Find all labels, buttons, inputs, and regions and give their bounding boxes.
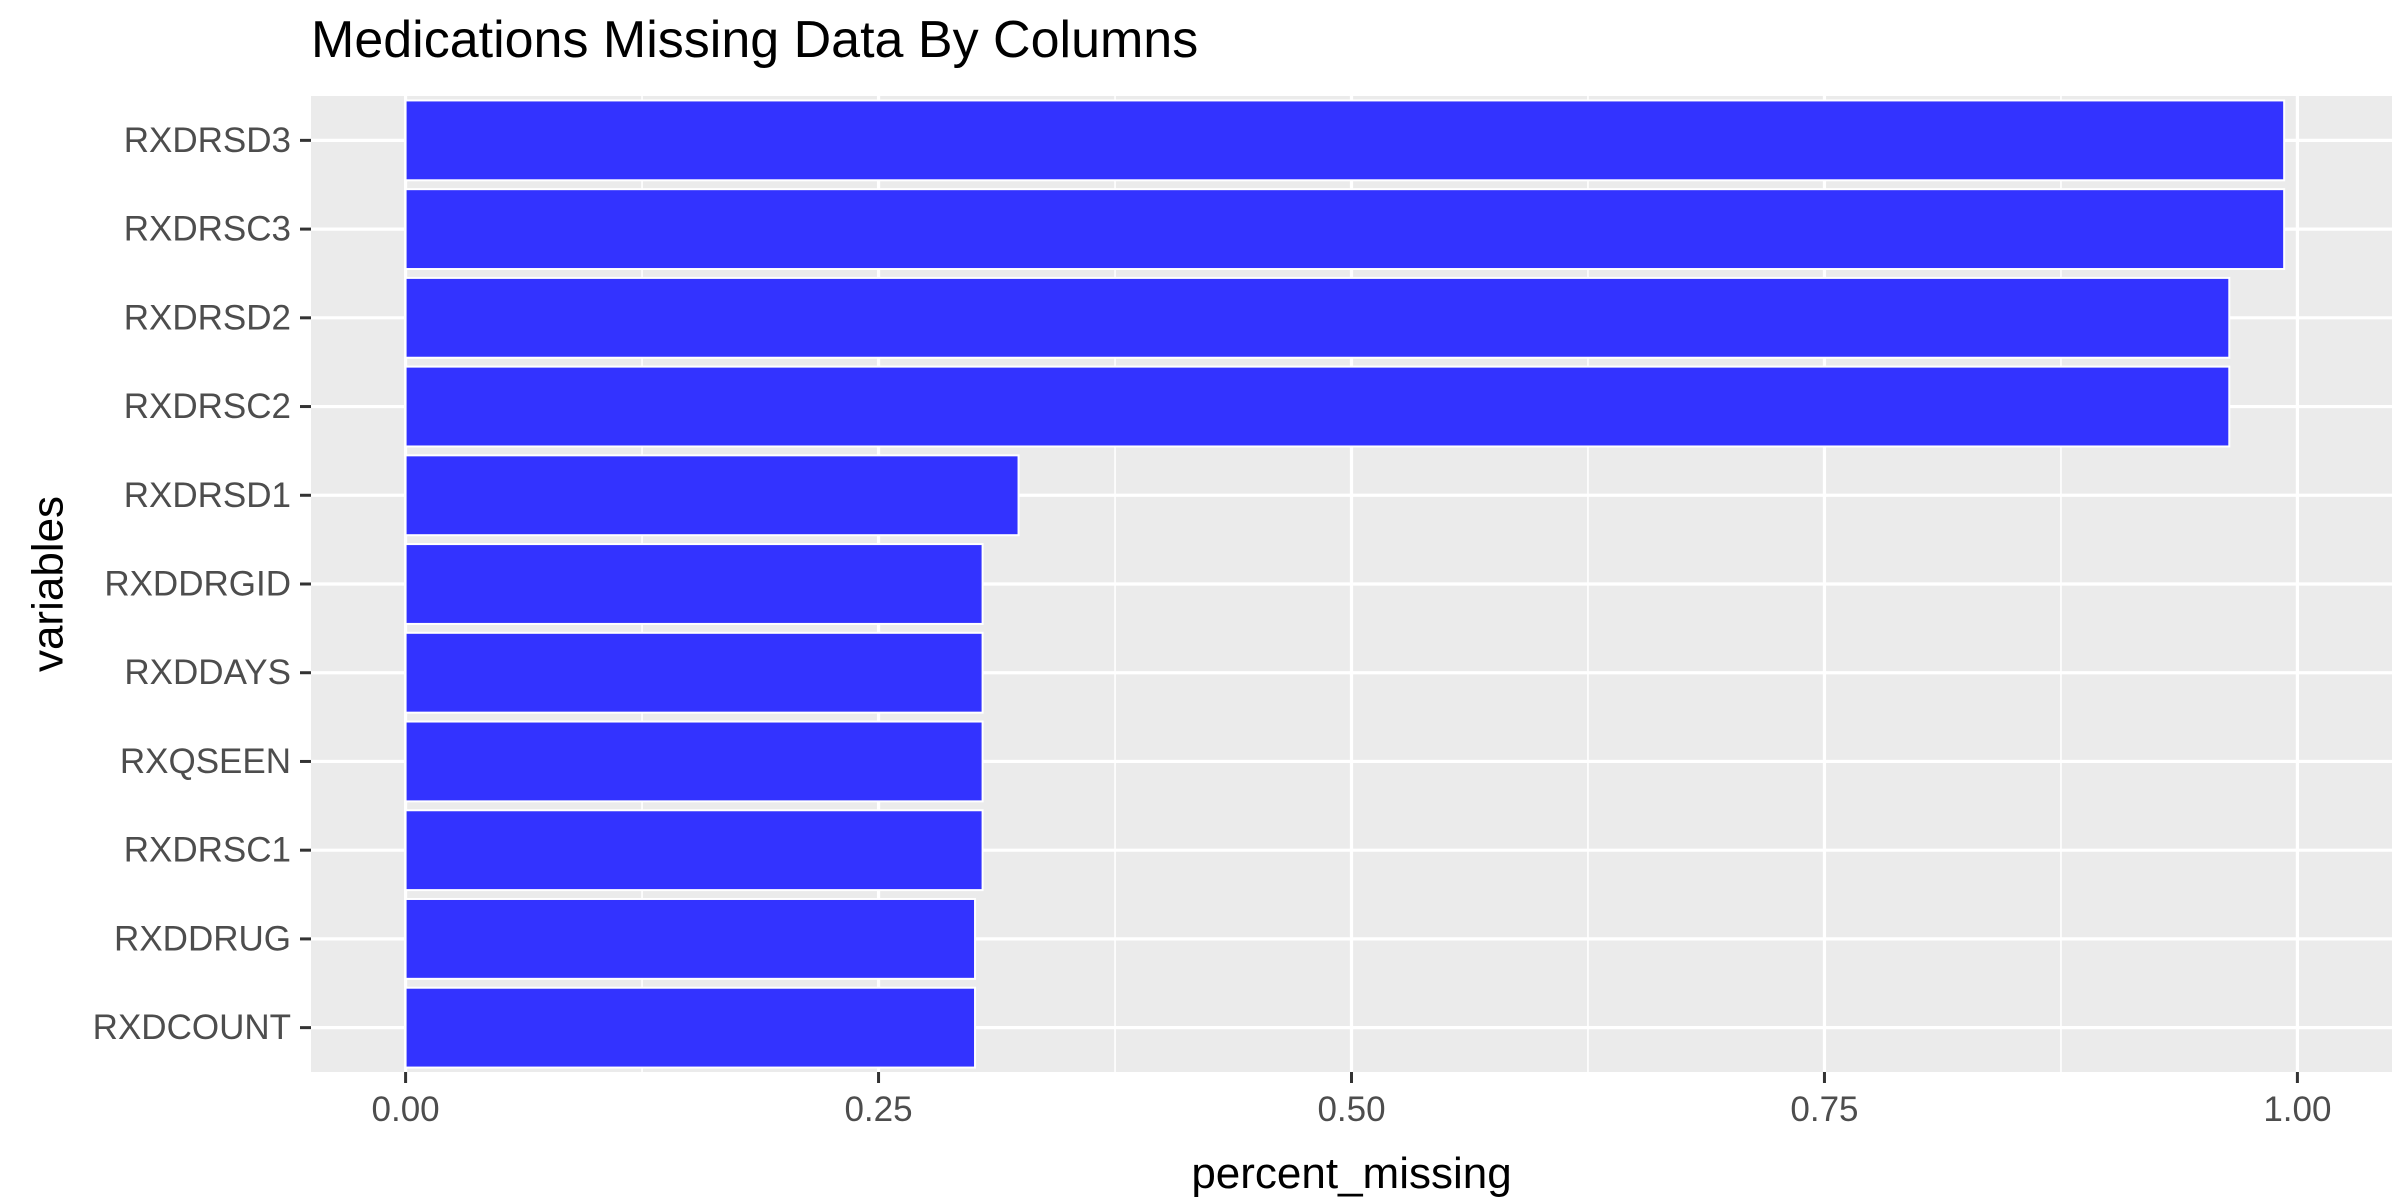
y-tick-label: RXDDRGID xyxy=(104,565,291,604)
bar xyxy=(404,365,2231,448)
y-axis-title: variables xyxy=(24,496,73,672)
bar xyxy=(404,986,977,1069)
bar xyxy=(404,276,2231,359)
y-tick-label: RXDCOUNT xyxy=(93,1008,291,1047)
y-tick-label: RXDRSD3 xyxy=(124,121,291,160)
x-tick-label: 0.00 xyxy=(372,1090,440,1129)
y-tick-label: RXDRSC2 xyxy=(124,387,291,426)
x-axis-title: percent_missing xyxy=(1191,1149,1511,1198)
chart-title: Medications Missing Data By Columns xyxy=(311,11,1199,69)
x-tick-label: 0.25 xyxy=(844,1090,912,1129)
bar xyxy=(404,897,977,980)
bar xyxy=(404,454,1020,537)
y-tick-label: RXDRSD2 xyxy=(124,298,291,337)
bar xyxy=(404,720,984,803)
y-tick-label: RXDRSC3 xyxy=(124,210,291,249)
x-tick-label: 0.50 xyxy=(1317,1090,1385,1129)
y-tick-label: RXQSEEN xyxy=(120,742,291,781)
bars xyxy=(404,99,2286,1069)
bar xyxy=(404,543,984,625)
x-axis: 0.00 0.25 0.50 0.75 1.00 xyxy=(372,1072,2331,1129)
y-tick-label: RXDRSC1 xyxy=(124,831,291,870)
bar xyxy=(404,631,984,714)
y-axis: RXDRSD3 RXDRSC3 RXDRSD2 RXDRSC2 RXDRSD1 RXDDR… xyxy=(93,121,311,1047)
bar xyxy=(404,188,2286,271)
y-tick-label: RXDDRUG xyxy=(114,919,291,958)
bar xyxy=(404,809,984,892)
y-tick-label: RXDDAYS xyxy=(124,653,291,692)
y-tick-label: RXDRSD1 xyxy=(124,476,291,515)
bar xyxy=(404,99,2286,182)
x-tick-label: 1.00 xyxy=(2263,1090,2331,1129)
x-tick-label: 0.75 xyxy=(1790,1090,1858,1129)
